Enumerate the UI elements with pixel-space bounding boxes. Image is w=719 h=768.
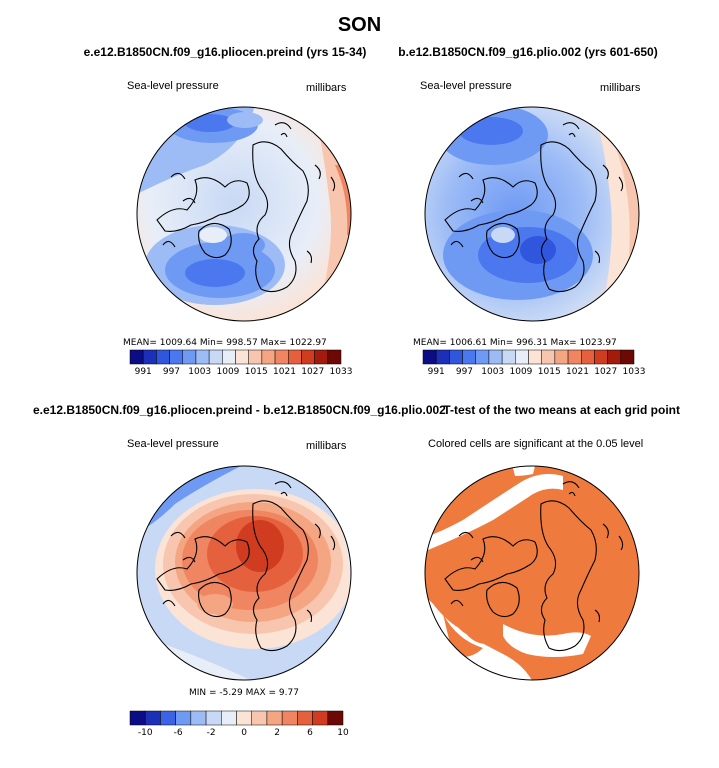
colorbar-cell — [251, 710, 268, 726]
colorbar-cell — [567, 349, 582, 365]
colorbar-cell — [449, 349, 463, 365]
colorbar-cell — [327, 349, 342, 365]
colorbar-cell — [554, 349, 569, 365]
colorbar-cell — [236, 710, 252, 726]
colorbar-cell — [327, 710, 344, 726]
panel-3-polar-map — [136, 465, 352, 681]
panel-2-colorbar-labels: 991 997 1003 1009 1015 1021 1027 1033 — [423, 367, 646, 379]
page-title: SON — [337, 14, 382, 36]
panel-2-title: b.e12.B1850CN.f09_g16.plio.002 (yrs 601-… — [398, 45, 658, 59]
colorbar-cell — [248, 349, 263, 365]
colorbar-cell — [488, 349, 503, 365]
colorbar-cell — [288, 349, 302, 365]
colorbar-cell — [594, 349, 608, 365]
colorbar-cell — [422, 349, 437, 365]
colorbar-tick-label: 991 — [427, 367, 445, 377]
colorbar-cell — [160, 710, 176, 726]
colorbar-tick-label: 1003 — [188, 367, 212, 377]
panel-2-polar-map — [424, 106, 640, 322]
panel-1-colorbar — [129, 349, 342, 365]
colorbar-tick-label: 1015 — [537, 367, 561, 377]
colorbar-cell — [607, 349, 622, 365]
panel-1-polar-map — [136, 106, 352, 322]
colorbar-cell — [129, 349, 144, 365]
colorbar-cell — [190, 710, 207, 726]
colorbar-tick-label: 0 — [241, 728, 247, 738]
colorbar-tick-label: 2 — [274, 728, 280, 738]
colorbar-cell — [222, 349, 236, 365]
colorbar-cell — [129, 710, 146, 726]
colorbar-tick-label: -10 — [137, 728, 153, 738]
colorbar-cell — [156, 349, 170, 365]
colorbar-cell — [208, 349, 223, 365]
colorbar-cell — [235, 349, 249, 365]
colorbar-tick-label: -2 — [206, 728, 216, 738]
colorbar-cell — [142, 349, 157, 365]
colorbar-cell — [281, 710, 298, 726]
colorbar-cell — [581, 349, 595, 365]
panel-1-variable: Sea-level pressure — [127, 80, 219, 92]
colorbar-tick-label: -6 — [173, 728, 183, 738]
colorbar-cell — [205, 710, 222, 726]
colorbar-cell — [195, 349, 210, 365]
colorbar-cell — [144, 710, 161, 726]
panel-3-colorbar-labels: -10 -6 -2 0 2 6 10 — [130, 728, 349, 740]
colorbar-cell — [462, 349, 477, 365]
panel-2-stats: MEAN= 1006.61 Min= 996.31 Max= 1023.97 — [413, 338, 617, 348]
colorbar-tick-label: 6 — [307, 728, 313, 738]
colorbar-cell — [221, 710, 237, 726]
panel-3-stats: MIN = -5.29 MAX = 9.77 — [189, 688, 299, 698]
colorbar-tick-label: 1027 — [301, 367, 325, 377]
colorbar-tick-label: 1033 — [622, 367, 646, 377]
colorbar-cell — [301, 349, 315, 365]
colorbar-cell — [312, 710, 329, 726]
colorbar-cell — [261, 349, 276, 365]
colorbar-cell — [475, 349, 490, 365]
panel-3-title: e.e12.B1850CN.f09_g16.pliocen.preind - b… — [33, 403, 446, 417]
colorbar-tick-label: 1009 — [509, 367, 533, 377]
panel-3-units: millibars — [306, 440, 347, 452]
panel-3-variable: Sea-level pressure — [127, 438, 219, 450]
colorbar-tick-label: 1021 — [566, 367, 589, 377]
colorbar-tick-label: 10 — [337, 728, 349, 738]
panel-3-colorbar — [129, 710, 344, 726]
panel-2-variable: Sea-level pressure — [420, 80, 512, 92]
colorbar-cell — [274, 349, 289, 365]
colorbar-cell — [620, 349, 635, 365]
panel-2-units: millibars — [600, 82, 641, 94]
colorbar-cell — [297, 710, 313, 726]
panel-1-title: e.e12.B1850CN.f09_g16.pliocen.preind (yr… — [83, 45, 367, 59]
colorbar-cell — [182, 349, 197, 365]
colorbar-cell — [266, 710, 283, 726]
panel-4-variable: Colored cells are significant at the 0.0… — [428, 438, 644, 450]
panel-1-units: millibars — [306, 82, 347, 94]
colorbar-tick-label: 1003 — [481, 367, 505, 377]
colorbar-tick-label: 1033 — [329, 367, 353, 377]
colorbar-tick-label: 1021 — [273, 367, 296, 377]
colorbar-tick-label: 1027 — [594, 367, 618, 377]
colorbar-cell — [528, 349, 542, 365]
colorbar-cell — [515, 349, 529, 365]
panel-1-colorbar-labels: 991 997 1003 1009 1015 1021 1027 1033 — [130, 367, 353, 379]
colorbar-tick-label: 1015 — [244, 367, 268, 377]
colorbar-cell — [501, 349, 516, 365]
colorbar-tick-label: 1009 — [216, 367, 240, 377]
colorbar-tick-label: 991 — [134, 367, 152, 377]
panel-2-colorbar — [422, 349, 635, 365]
colorbar-tick-label: 997 — [455, 367, 474, 377]
colorbar-cell — [169, 349, 184, 365]
colorbar-cell — [435, 349, 450, 365]
colorbar-cell — [541, 349, 556, 365]
colorbar-tick-label: 997 — [162, 367, 181, 377]
panel-4-title: T-test of the two means at each grid poi… — [443, 403, 680, 417]
colorbar-cell — [175, 710, 192, 726]
panel-4-polar-map — [424, 465, 640, 681]
colorbar-cell — [314, 349, 329, 365]
panel-1-stats: MEAN= 1009.64 Min= 998.57 Max= 1022.97 — [123, 338, 327, 348]
